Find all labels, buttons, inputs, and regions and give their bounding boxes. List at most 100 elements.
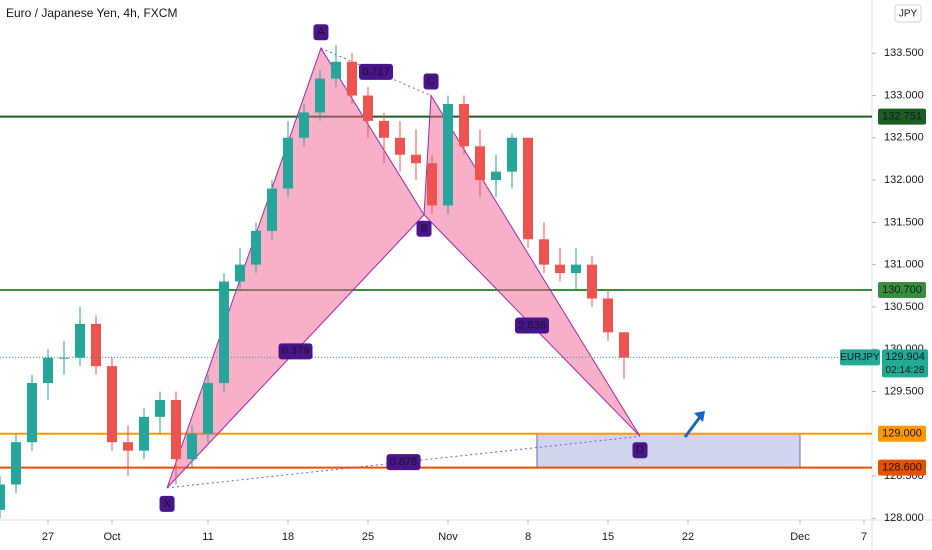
pattern-point-label: D xyxy=(636,444,644,456)
pattern-point-label-bg xyxy=(416,220,432,237)
candle-body xyxy=(571,264,581,274)
candle-body xyxy=(219,281,229,384)
candle-body xyxy=(587,264,597,299)
candle-body xyxy=(59,357,69,359)
candle-body xyxy=(491,171,501,181)
candle-body xyxy=(299,112,309,138)
candle-body xyxy=(395,137,405,155)
pattern-ratio: 0.878 xyxy=(390,456,418,468)
pattern-ratio-bg xyxy=(515,317,549,334)
level-label: 130.700 xyxy=(882,284,922,296)
target-zone xyxy=(536,433,801,469)
pattern-ratio-bg xyxy=(278,343,313,360)
candle-body xyxy=(27,383,37,443)
pattern-dotted xyxy=(166,435,641,489)
x-tick-label: Dec xyxy=(790,531,810,543)
pattern-point-label: B xyxy=(420,223,427,235)
x-tick-label: 22 xyxy=(682,531,694,543)
y-tick-label: 130.500 xyxy=(884,301,924,313)
pattern-point-label-bg xyxy=(313,24,329,41)
x-tick-label: Nov xyxy=(438,531,458,543)
candle-body xyxy=(11,442,21,485)
candle-body xyxy=(235,264,245,282)
pattern-ratio: 2.836 xyxy=(518,319,546,331)
level-label-bg xyxy=(878,282,926,299)
countdown: 02:14:28 xyxy=(886,365,925,376)
x-tick-label: Oct xyxy=(103,531,120,543)
pattern-ratio-bg xyxy=(386,454,421,471)
candle-body xyxy=(379,120,389,138)
currency: JPY xyxy=(899,9,918,20)
pattern-point-label: A xyxy=(317,26,325,38)
x-tick-label: 15 xyxy=(602,531,614,543)
candle-body xyxy=(155,399,165,417)
candle-body xyxy=(171,399,181,460)
last-price: 129.904 xyxy=(885,351,925,363)
candle-body xyxy=(123,442,133,451)
candle-body xyxy=(139,416,149,451)
candle-body xyxy=(539,239,549,265)
candle-body xyxy=(603,298,613,333)
x-tick-label: 18 xyxy=(282,531,294,543)
pattern-ratio: 0.379 xyxy=(282,345,310,357)
arrow xyxy=(683,416,702,438)
candle-body xyxy=(107,366,117,443)
level-label-bg xyxy=(878,108,926,125)
x-tick-label: 8 xyxy=(525,531,531,543)
y-tick-label: 132.500 xyxy=(884,132,924,144)
level-label-bg xyxy=(878,459,926,476)
level-label: 128.600 xyxy=(882,461,922,473)
candle-body xyxy=(411,154,421,164)
y-tick-label: 133.500 xyxy=(884,47,924,59)
symbol: EURJPY xyxy=(840,352,880,363)
pattern-point-label-bg xyxy=(423,73,439,90)
level-label: 132.751 xyxy=(882,111,922,123)
candle-body xyxy=(347,61,357,96)
candle-body xyxy=(43,357,53,384)
y-tick-label: 131.000 xyxy=(884,259,924,271)
candle-body xyxy=(363,95,373,121)
candle-body xyxy=(0,484,5,510)
x-tick-label: 25 xyxy=(362,531,374,543)
pattern-ratio-bg xyxy=(359,63,393,80)
x-tick-label: 27 xyxy=(42,531,54,543)
candle-body xyxy=(523,137,533,240)
y-tick-label: 131.500 xyxy=(884,216,924,228)
candle-body xyxy=(443,104,453,206)
x-tick-label: 7 xyxy=(861,531,867,543)
candle-body xyxy=(619,332,629,358)
chart-title: Euro / Japanese Yen, 4h, FXCM xyxy=(6,6,177,20)
currency-badge xyxy=(894,4,922,23)
plot-area xyxy=(0,44,872,519)
candle-body xyxy=(315,78,325,113)
pattern-point-label-bg xyxy=(632,442,648,459)
pattern-point-label-bg xyxy=(159,495,175,512)
candle-body xyxy=(75,323,85,358)
y-tick-label: 129.500 xyxy=(884,385,924,397)
level-label-bg xyxy=(878,425,926,442)
x-tick-label: 11 xyxy=(202,531,213,543)
candle-body xyxy=(283,137,293,189)
symbol-bg xyxy=(840,349,880,366)
candle-body xyxy=(507,137,517,172)
arrow-head xyxy=(694,411,705,422)
y-tick-label: 128.000 xyxy=(884,512,924,524)
candle-body xyxy=(331,61,341,79)
y-tick-label: 132.000 xyxy=(884,174,924,186)
candle-body xyxy=(251,230,261,265)
candle-body xyxy=(203,383,213,434)
candle-body xyxy=(267,188,277,231)
candle-body xyxy=(555,264,565,274)
pattern-point-label: C xyxy=(427,75,435,87)
pattern-point-label: X xyxy=(163,498,171,510)
level-label: 129.000 xyxy=(882,428,922,440)
y-tick-label: 133.000 xyxy=(884,89,924,101)
candle-body xyxy=(427,163,437,206)
pattern-ratio: 0.717 xyxy=(362,66,390,78)
candle-body xyxy=(91,323,101,367)
candle-body xyxy=(459,104,469,147)
candle-body xyxy=(187,433,197,460)
last-price-bg xyxy=(882,349,928,378)
